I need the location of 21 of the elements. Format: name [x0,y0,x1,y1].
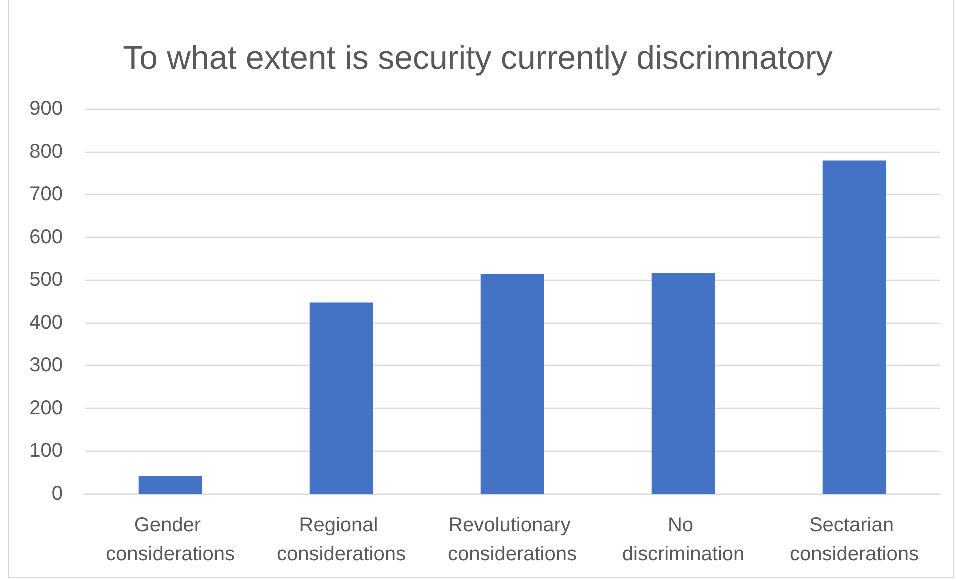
y-tick-label: 200 [30,397,63,420]
y-tick-label: 800 [30,140,63,163]
y-tick-label: 100 [30,440,63,462]
y-tick-label: 0 [52,483,63,505]
y-tick-label: 300 [30,354,63,377]
bar [652,273,716,494]
x-tick-label: Sectarian considerations [790,514,919,566]
chart-title: To what extent is security currently discrimnatory [123,39,834,76]
y-tick-label: 600 [30,226,63,248]
x-tick-label: Gender considerations [106,514,235,566]
x-tick-label: No discrimination [622,514,745,566]
y-tick-label: 900 [30,98,63,120]
bar [310,302,374,494]
y-tick-label: 700 [30,184,63,206]
y-tick-label: 500 [30,269,63,292]
bar [480,274,544,494]
y-tick-label: 400 [30,312,63,334]
x-tick-label: Revolutionary considerations [448,514,577,566]
bar [822,160,886,494]
bar [138,476,202,494]
x-tick-label: Regional considerations [277,514,406,566]
